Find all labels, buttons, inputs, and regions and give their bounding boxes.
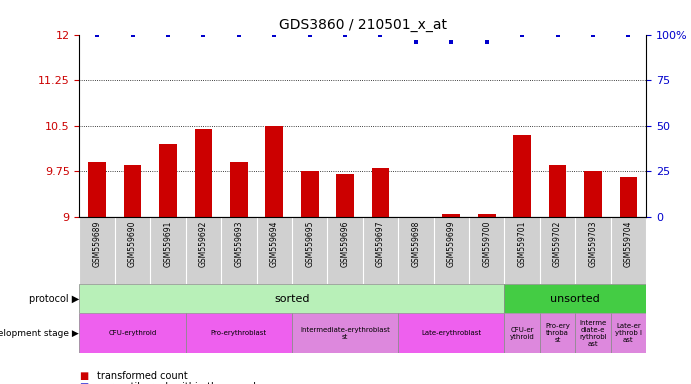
- Bar: [337, 174, 354, 217]
- Text: GSM559692: GSM559692: [199, 220, 208, 267]
- Bar: [301, 171, 319, 217]
- Point: [304, 31, 315, 38]
- Bar: [124, 165, 142, 217]
- Text: GSM559700: GSM559700: [482, 220, 491, 267]
- Bar: [611, 313, 646, 353]
- Text: GSM559699: GSM559699: [447, 220, 456, 267]
- Point: [92, 31, 103, 38]
- Title: GDS3860 / 210501_x_at: GDS3860 / 210501_x_at: [278, 18, 447, 32]
- Bar: [549, 165, 567, 217]
- Point: [481, 39, 492, 45]
- Point: [446, 39, 457, 45]
- Text: ■: ■: [79, 371, 88, 381]
- Point: [623, 31, 634, 38]
- Text: development stage ▶: development stage ▶: [0, 329, 79, 338]
- Text: GSM559693: GSM559693: [234, 220, 243, 267]
- Text: unsorted: unsorted: [551, 293, 600, 304]
- Bar: [195, 129, 212, 217]
- Text: Interme
diate-e
rythrobl
ast: Interme diate-e rythrobl ast: [579, 319, 607, 347]
- Bar: [584, 171, 602, 217]
- Bar: [186, 313, 292, 353]
- Point: [234, 31, 245, 38]
- Text: protocol ▶: protocol ▶: [28, 293, 79, 304]
- Bar: [540, 313, 575, 353]
- Text: Late-erythroblast: Late-erythroblast: [422, 330, 482, 336]
- Text: CFU-erythroid: CFU-erythroid: [108, 330, 157, 336]
- Text: transformed count: transformed count: [97, 371, 187, 381]
- Text: GSM559703: GSM559703: [589, 220, 598, 267]
- Point: [410, 39, 422, 45]
- Point: [162, 31, 173, 38]
- Bar: [230, 162, 247, 217]
- Text: CFU-er
ythroid: CFU-er ythroid: [510, 327, 535, 339]
- Bar: [575, 313, 611, 353]
- Text: percentile rank within the sample: percentile rank within the sample: [97, 382, 262, 384]
- Bar: [372, 168, 389, 217]
- Point: [552, 31, 563, 38]
- Point: [587, 31, 598, 38]
- Text: Intermediate-erythroblast
st: Intermediate-erythroblast st: [300, 327, 390, 339]
- Text: GSM559694: GSM559694: [269, 220, 278, 267]
- Text: ■: ■: [79, 382, 88, 384]
- Text: GSM559702: GSM559702: [553, 220, 562, 267]
- Text: Pro-erythroblast: Pro-erythroblast: [211, 330, 267, 336]
- Bar: [398, 313, 504, 353]
- Text: GSM559690: GSM559690: [128, 220, 137, 267]
- Text: GSM559695: GSM559695: [305, 220, 314, 267]
- Point: [517, 31, 528, 38]
- Point: [198, 31, 209, 38]
- Bar: [513, 135, 531, 217]
- Text: GSM559689: GSM559689: [93, 220, 102, 267]
- Bar: [478, 214, 495, 217]
- Point: [127, 31, 138, 38]
- Text: GSM559691: GSM559691: [164, 220, 173, 267]
- Bar: [504, 313, 540, 353]
- Bar: [79, 284, 504, 313]
- Point: [269, 31, 280, 38]
- Text: GSM559697: GSM559697: [376, 220, 385, 267]
- Bar: [159, 144, 177, 217]
- Point: [375, 31, 386, 38]
- Text: GSM559704: GSM559704: [624, 220, 633, 267]
- Text: GSM559701: GSM559701: [518, 220, 527, 267]
- Bar: [292, 313, 398, 353]
- Bar: [88, 162, 106, 217]
- Bar: [442, 214, 460, 217]
- Bar: [265, 126, 283, 217]
- Text: Pro-ery
throba
st: Pro-ery throba st: [545, 323, 570, 343]
- Bar: [620, 177, 637, 217]
- Text: sorted: sorted: [274, 293, 310, 304]
- Text: GSM559698: GSM559698: [411, 220, 420, 267]
- Bar: [79, 313, 186, 353]
- Text: Late-er
ythrob l
ast: Late-er ythrob l ast: [615, 323, 642, 343]
- Bar: [504, 284, 646, 313]
- Point: [339, 31, 350, 38]
- Text: GSM559696: GSM559696: [341, 220, 350, 267]
